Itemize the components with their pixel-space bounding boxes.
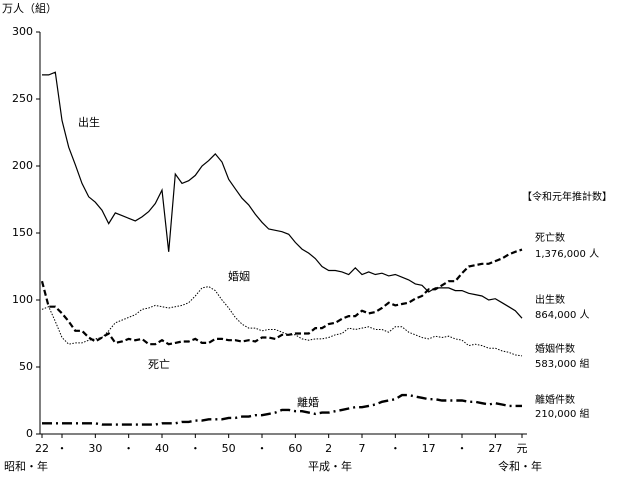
- y-tick-label: 50: [19, 360, 33, 373]
- x-tick-label: ・: [257, 442, 268, 455]
- side-note: 【令和元年推計数】: [522, 190, 612, 203]
- x-tick-label: 60: [288, 442, 302, 455]
- side-note: 210,000 組: [535, 407, 590, 420]
- x-tick-label: 30: [88, 442, 102, 455]
- y-tick-label: 150: [12, 226, 33, 239]
- side-note: 死亡数: [535, 231, 565, 244]
- x-tick-label: ・: [57, 442, 68, 455]
- side-note: 婚姻件数: [535, 342, 575, 355]
- y-tick-label: 250: [12, 92, 33, 105]
- series-label: 婚姻: [228, 269, 250, 283]
- side-note: 1,376,000 人: [535, 248, 599, 260]
- era-label: 平成・年: [308, 459, 352, 473]
- side-note: 864,000 人: [535, 309, 590, 321]
- y-tick-label: 0: [26, 427, 33, 440]
- series-line: [42, 393, 522, 426]
- x-tick-label: 17: [422, 442, 436, 455]
- y-axis-label: 万人（組）: [2, 2, 57, 15]
- x-tick-label: ・: [123, 442, 134, 455]
- series-line: [42, 71, 523, 319]
- x-tick-label: 2: [325, 442, 332, 455]
- series-line: [41, 286, 523, 357]
- series-label: 離婚: [297, 395, 319, 409]
- y-tick-label: 200: [12, 159, 33, 172]
- x-tick-label: 22: [35, 442, 49, 455]
- side-note: 出生数: [535, 293, 565, 306]
- side-note: 583,000 組: [535, 357, 590, 370]
- x-tick-label: 元: [517, 442, 528, 455]
- era-label: 昭和・年: [4, 459, 48, 473]
- y-tick-label: 100: [12, 293, 33, 306]
- x-tick-label: 7: [359, 442, 366, 455]
- series-line: [40, 248, 523, 346]
- series-label: 出生: [78, 115, 100, 129]
- side-note: 離婚件数: [535, 393, 575, 406]
- series-label: 死亡: [148, 357, 170, 371]
- x-tick-label: ・: [390, 442, 401, 455]
- x-tick-label: 50: [222, 442, 236, 455]
- x-tick-label: 40: [155, 442, 169, 455]
- x-tick-label: ・: [190, 442, 201, 455]
- x-tick-label: 27: [488, 442, 502, 455]
- era-label: 令和・年: [498, 459, 542, 473]
- x-tick-label: ・: [457, 442, 468, 455]
- y-tick-label: 300: [12, 25, 33, 38]
